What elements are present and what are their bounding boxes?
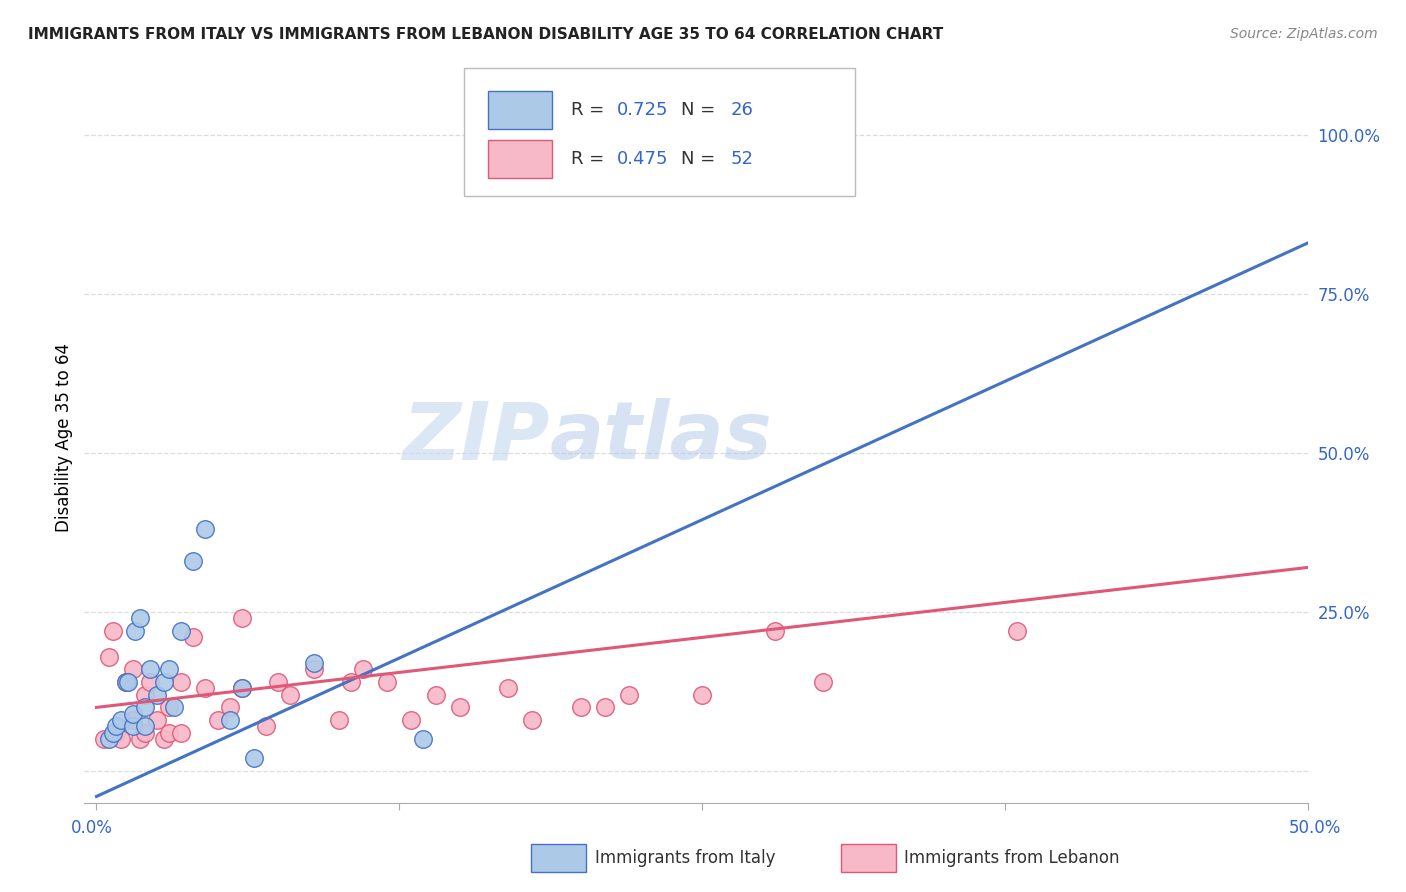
Point — [496, 681, 519, 696]
Point — [97, 732, 120, 747]
Point — [218, 700, 240, 714]
Point — [134, 726, 156, 740]
Point — [153, 675, 176, 690]
Point — [267, 675, 290, 690]
Point — [134, 688, 156, 702]
Point — [110, 732, 132, 747]
Point — [218, 713, 240, 727]
Point — [103, 624, 125, 638]
FancyBboxPatch shape — [488, 91, 551, 129]
Point — [121, 713, 143, 727]
Point — [375, 675, 398, 690]
Text: 0.475: 0.475 — [616, 150, 668, 168]
Point — [134, 700, 156, 714]
Text: R =: R = — [571, 150, 610, 168]
Point — [129, 732, 152, 747]
Text: N =: N = — [682, 150, 721, 168]
Point — [811, 675, 834, 690]
Point — [304, 662, 326, 676]
Text: R =: R = — [571, 101, 610, 120]
Point — [121, 662, 143, 676]
Point — [104, 719, 127, 733]
Point — [522, 713, 544, 727]
Point — [114, 675, 136, 690]
Text: IMMIGRANTS FROM ITALY VS IMMIGRANTS FROM LEBANON DISABILITY AGE 35 TO 64 CORRELA: IMMIGRANTS FROM ITALY VS IMMIGRANTS FROM… — [28, 27, 943, 42]
Point — [619, 688, 641, 702]
Text: 50.0%: 50.0% — [1288, 819, 1341, 837]
Point — [254, 719, 277, 733]
Point — [425, 688, 447, 702]
Point — [183, 554, 205, 568]
Point — [121, 706, 143, 721]
Text: 52: 52 — [730, 150, 754, 168]
Point — [134, 719, 156, 733]
Point — [129, 611, 152, 625]
FancyBboxPatch shape — [464, 68, 855, 195]
FancyBboxPatch shape — [488, 140, 551, 178]
Point — [449, 700, 471, 714]
Point — [690, 688, 713, 702]
Point — [170, 726, 193, 740]
Point — [124, 624, 146, 638]
Point — [157, 726, 180, 740]
Text: ZIP: ZIP — [402, 398, 550, 476]
Point — [183, 631, 205, 645]
Point — [231, 681, 253, 696]
Point — [121, 719, 143, 733]
Point — [139, 675, 162, 690]
Point — [104, 726, 127, 740]
Point — [194, 522, 217, 536]
Point — [146, 688, 169, 702]
Y-axis label: Disability Age 35 to 64: Disability Age 35 to 64 — [55, 343, 73, 532]
Point — [170, 624, 193, 638]
Point — [763, 624, 786, 638]
Point — [340, 675, 363, 690]
Point — [157, 662, 180, 676]
Text: Source: ZipAtlas.com: Source: ZipAtlas.com — [1230, 27, 1378, 41]
Text: atlas: atlas — [550, 398, 772, 476]
Point — [304, 656, 326, 670]
Point — [412, 732, 434, 747]
Point — [163, 700, 186, 714]
Text: 0.0%: 0.0% — [70, 819, 112, 837]
Point — [207, 713, 229, 727]
Point — [352, 662, 374, 676]
Point — [110, 713, 132, 727]
Text: 0.725: 0.725 — [616, 101, 668, 120]
Point — [139, 662, 162, 676]
Point — [243, 751, 266, 765]
Text: Immigrants from Italy: Immigrants from Italy — [595, 849, 775, 867]
Point — [103, 726, 125, 740]
Point — [569, 700, 592, 714]
Point — [1005, 624, 1028, 638]
Point — [93, 732, 115, 747]
Point — [231, 611, 253, 625]
Point — [114, 675, 136, 690]
Point — [328, 713, 350, 727]
Point — [157, 700, 180, 714]
Text: 26: 26 — [730, 101, 754, 120]
Point — [170, 675, 193, 690]
Point — [117, 675, 139, 690]
Point — [97, 649, 120, 664]
Point — [401, 713, 423, 727]
Point — [763, 128, 786, 142]
Point — [153, 732, 176, 747]
Text: N =: N = — [682, 101, 721, 120]
Point — [146, 713, 169, 727]
Point — [593, 700, 616, 714]
Point — [194, 681, 217, 696]
Point — [231, 681, 253, 696]
Point — [278, 688, 301, 702]
Text: Immigrants from Lebanon: Immigrants from Lebanon — [904, 849, 1119, 867]
